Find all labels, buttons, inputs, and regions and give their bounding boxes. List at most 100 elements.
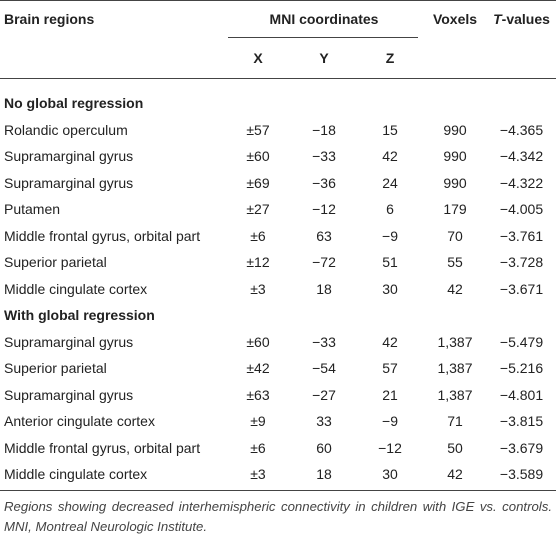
header-cell: X	[253, 50, 263, 66]
cell: 18	[316, 466, 332, 483]
cell: −18	[312, 121, 336, 138]
data-row: Anterior cingulate cortex ±9 33 −9 71 −3.815	[0, 408, 556, 435]
cell: −4.322	[499, 174, 544, 191]
cell: 6	[386, 201, 394, 218]
cell: Supramarginal gyrus	[4, 148, 134, 165]
section-title: With global regression	[4, 307, 155, 324]
cell: ±9	[250, 413, 266, 430]
cell: Supramarginal gyrus	[4, 333, 134, 350]
data-row: Supramarginal gyrus ±63 −27 21 1,387 −4.801	[0, 382, 556, 409]
header-cell: Y	[319, 50, 329, 66]
cell: −33	[312, 333, 336, 350]
cell: 42	[382, 333, 398, 350]
header-cell: Voxels	[432, 10, 478, 27]
cell: 51	[382, 254, 398, 271]
cell: ±60	[246, 148, 270, 165]
cell: 71	[447, 413, 463, 430]
cell: Middle frontal gyrus, orbital part	[4, 439, 201, 456]
cell: −5.216	[499, 360, 544, 377]
header-cell: Brain regions	[4, 10, 95, 27]
data-row: Middle cingulate cortex ±3 18 30 42 −3.671	[0, 276, 556, 303]
rule	[0, 0, 556, 1]
cell: −12	[378, 439, 402, 456]
cell: −3.815	[499, 413, 544, 430]
cell: ±3	[250, 466, 266, 483]
cell: −72	[312, 254, 336, 271]
header-row: Brain regions MNI coordinates Voxels T-v…	[0, 0, 556, 37]
cell: 1,387	[437, 386, 473, 403]
cell: −4.342	[499, 148, 544, 165]
cell: −9	[382, 227, 398, 244]
cell: −5.479	[499, 333, 544, 350]
cell: ±57	[246, 121, 270, 138]
cell: Putamen	[4, 201, 61, 218]
subheader-row: X Y Z	[0, 38, 556, 78]
cell: ±27	[246, 201, 270, 218]
cell: 990	[443, 174, 467, 191]
cell: −9	[382, 413, 398, 430]
cell: 50	[447, 439, 463, 456]
cell: 63	[316, 227, 332, 244]
data-row: Putamen ±27 −12 6 179 −4.005	[0, 196, 556, 223]
cell: −4.801	[499, 386, 544, 403]
cell: 1,387	[437, 333, 473, 350]
cell: Supramarginal gyrus	[4, 386, 134, 403]
cell: 15	[382, 121, 398, 138]
cell: ±12	[246, 254, 270, 271]
cell: 42	[382, 148, 398, 165]
section-title: No global regression	[4, 95, 144, 112]
cell: 60	[316, 439, 332, 456]
cell: Superior parietal	[4, 360, 107, 377]
cell: 30	[382, 280, 398, 297]
data-row: Superior parietal ±42 −54 57 1,387 −5.216	[0, 355, 556, 382]
data-row: Supramarginal gyrus ±60 −33 42 1,387 −5.479	[0, 329, 556, 356]
cell: Middle cingulate cortex	[4, 466, 148, 483]
cell: −3.728	[499, 254, 544, 271]
cell: ±42	[246, 360, 270, 377]
cell: −27	[312, 386, 336, 403]
header-cell: MNI coordinates	[269, 10, 379, 27]
cell: 1,387	[437, 360, 473, 377]
data-row: Rolandic operculum ±57 −18 15 990 −4.365	[0, 117, 556, 144]
cell: ±6	[250, 439, 266, 456]
header-text: -values	[501, 10, 550, 27]
cell: −3.671	[499, 280, 544, 297]
cell: 30	[382, 466, 398, 483]
data-row: Middle frontal gyrus, orbital part ±6 60 −1…	[0, 435, 556, 462]
header-cell: Z	[385, 50, 395, 66]
cell: 42	[447, 280, 463, 297]
cell: ±60	[246, 333, 270, 350]
cell: Middle frontal gyrus, orbital part	[4, 227, 201, 244]
cell: −33	[312, 148, 336, 165]
cell: −12	[312, 201, 336, 218]
cell: 990	[443, 121, 467, 138]
header-cell: T-values	[487, 11, 556, 27]
data-row: Middle cingulate cortex ±3 18 30 42 −3.589	[0, 461, 556, 488]
cell: −4.005	[499, 201, 544, 218]
cell: 18	[316, 280, 332, 297]
rule	[0, 78, 556, 79]
data-row: Superior parietal ±12 −72 51 55 −3.728	[0, 249, 556, 276]
cell: 990	[443, 148, 467, 165]
cell: −3.589	[499, 466, 544, 483]
cell: Supramarginal gyrus	[4, 174, 134, 191]
data-row: Middle frontal gyrus, orbital part ±6 63 −9…	[0, 223, 556, 250]
section-row: With global regression	[0, 302, 556, 329]
caption: Regions showing decreased interhemispher…	[4, 499, 552, 534]
cell: ±6	[250, 227, 266, 244]
data-row: Supramarginal gyrus ±69 −36 24 990 −4.322	[0, 170, 556, 197]
cell: 55	[447, 254, 463, 271]
cell: −3.679	[499, 439, 544, 456]
cell: Superior parietal	[4, 254, 107, 271]
header-italic: T	[493, 10, 502, 27]
cell: −3.761	[499, 227, 544, 244]
rule	[228, 37, 418, 38]
cell: Rolandic operculum	[4, 121, 128, 138]
rule	[0, 490, 556, 491]
cell: −36	[312, 174, 336, 191]
cell: 24	[382, 174, 398, 191]
cell: 33	[316, 413, 332, 430]
cell: ±3	[250, 280, 266, 297]
cell: 179	[443, 201, 467, 218]
